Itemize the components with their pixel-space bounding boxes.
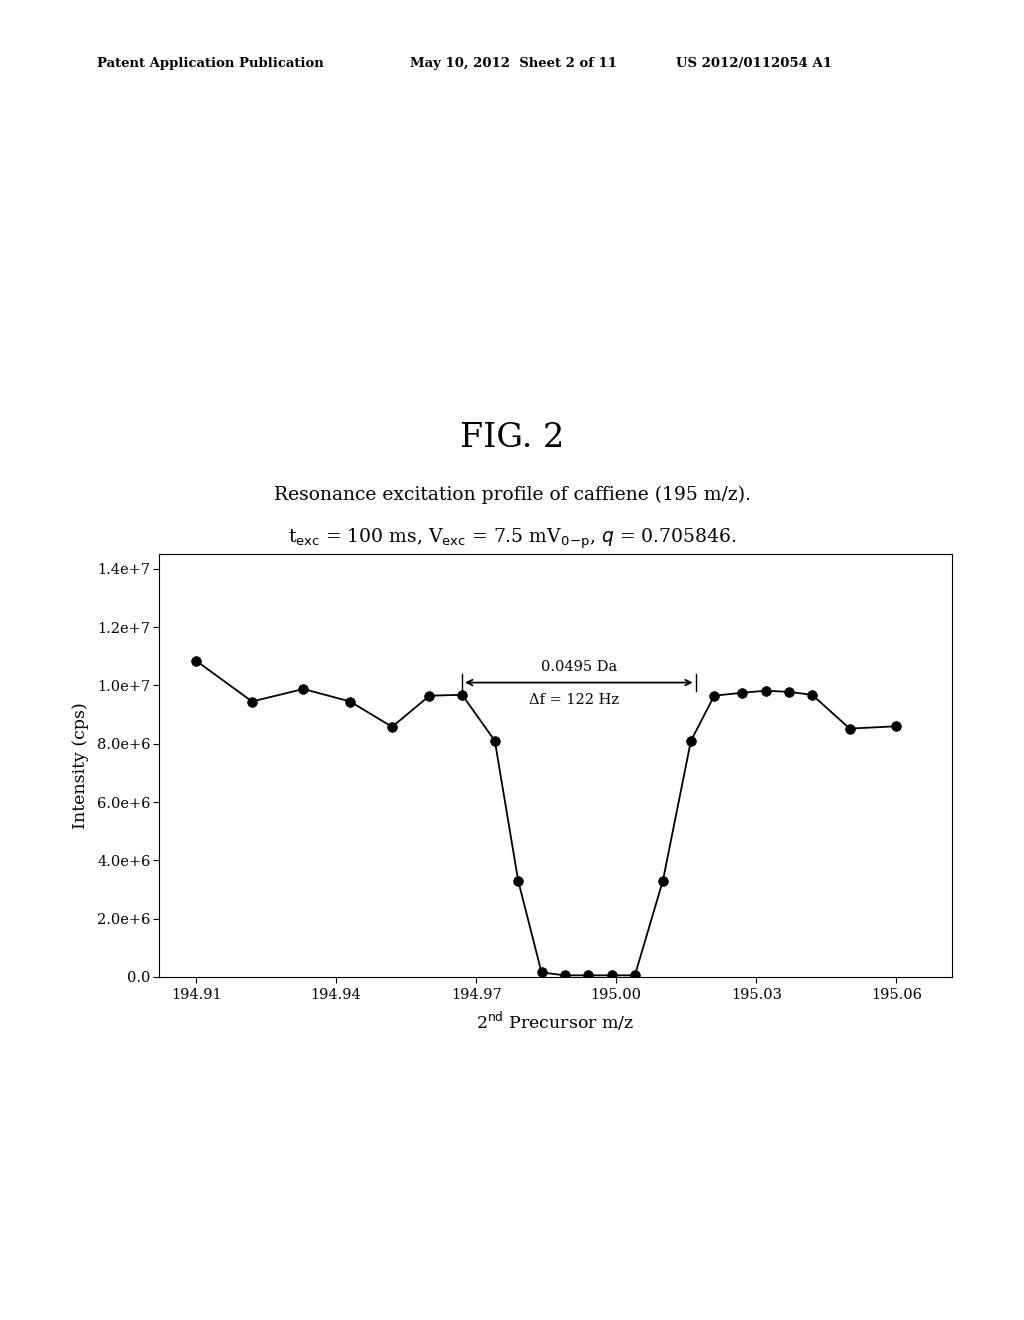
- Text: FIG. 2: FIG. 2: [460, 422, 564, 454]
- Text: May 10, 2012  Sheet 2 of 11: May 10, 2012 Sheet 2 of 11: [410, 57, 616, 70]
- Text: 0.0495 Da: 0.0495 Da: [541, 660, 617, 675]
- Text: Patent Application Publication: Patent Application Publication: [97, 57, 324, 70]
- Text: t$_{\rm exc}$ = 100 ms, V$_{\rm exc}$ = 7.5 mV$_{\rm 0\!-\!p}$, $q$ = 0.705846.: t$_{\rm exc}$ = 100 ms, V$_{\rm exc}$ = …: [288, 527, 736, 552]
- Y-axis label: Intensity (cps): Intensity (cps): [72, 702, 88, 829]
- Text: Δf = 122 Hz: Δf = 122 Hz: [529, 693, 620, 706]
- Text: Resonance excitation profile of caffiene (195 m/z).: Resonance excitation profile of caffiene…: [273, 486, 751, 504]
- Text: US 2012/0112054 A1: US 2012/0112054 A1: [676, 57, 831, 70]
- X-axis label: 2$^{\rm nd}$ Precursor m/z: 2$^{\rm nd}$ Precursor m/z: [476, 1010, 635, 1034]
